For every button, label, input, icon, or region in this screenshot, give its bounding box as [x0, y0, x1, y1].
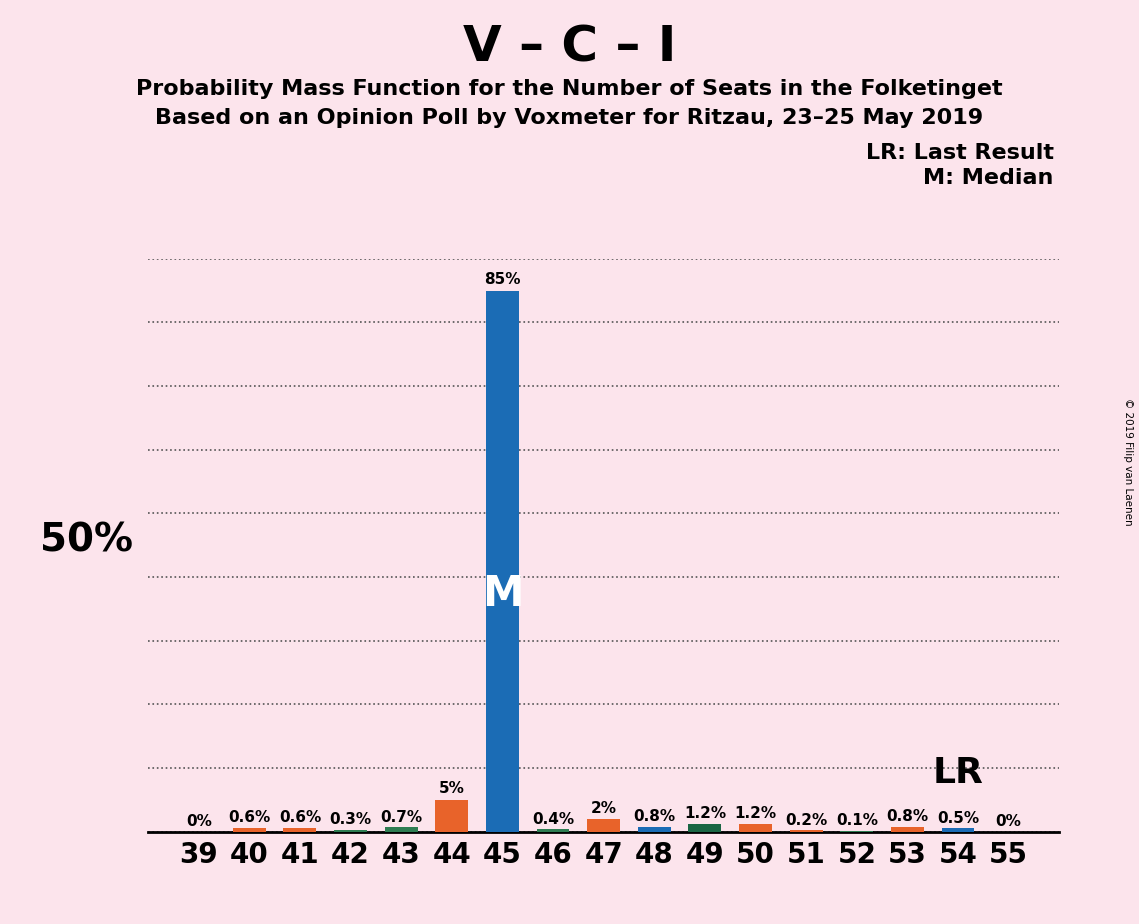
Text: 0.6%: 0.6% — [228, 810, 270, 825]
Text: 0.8%: 0.8% — [886, 808, 928, 824]
Text: LR: Last Result: LR: Last Result — [866, 143, 1054, 164]
Bar — [789, 831, 822, 832]
Text: 50%: 50% — [40, 521, 133, 560]
Text: Probability Mass Function for the Number of Seats in the Folketinget: Probability Mass Function for the Number… — [137, 79, 1002, 99]
Bar — [688, 824, 721, 832]
Text: Based on an Opinion Poll by Voxmeter for Ritzau, 23–25 May 2019: Based on an Opinion Poll by Voxmeter for… — [155, 108, 984, 128]
Text: 0%: 0% — [995, 814, 1022, 829]
Bar — [891, 826, 924, 832]
Bar — [588, 819, 620, 832]
Text: LR: LR — [933, 756, 983, 790]
Text: 0.4%: 0.4% — [532, 811, 574, 826]
Text: 0.3%: 0.3% — [329, 812, 371, 827]
Text: V – C – I: V – C – I — [462, 23, 677, 71]
Bar — [232, 828, 265, 832]
Text: 0.2%: 0.2% — [785, 813, 827, 828]
Text: © 2019 Filip van Laenen: © 2019 Filip van Laenen — [1123, 398, 1133, 526]
Text: 1.2%: 1.2% — [683, 807, 726, 821]
Text: M: M — [482, 573, 523, 614]
Text: 1.2%: 1.2% — [735, 807, 777, 821]
Text: 0.6%: 0.6% — [279, 810, 321, 825]
Text: 0%: 0% — [186, 814, 212, 829]
Bar — [739, 824, 772, 832]
Text: 2%: 2% — [591, 801, 616, 816]
Bar — [536, 829, 570, 832]
Text: 0.7%: 0.7% — [380, 809, 423, 824]
Text: 0.5%: 0.5% — [937, 811, 980, 826]
Bar — [284, 828, 317, 832]
Text: 85%: 85% — [484, 272, 521, 286]
Bar — [638, 826, 671, 832]
Text: 0.1%: 0.1% — [836, 813, 878, 829]
Bar — [942, 829, 975, 832]
Text: 5%: 5% — [439, 781, 465, 796]
Text: 0.8%: 0.8% — [633, 808, 675, 824]
Bar — [486, 290, 519, 832]
Bar — [435, 800, 468, 832]
Text: M: Median: M: Median — [924, 168, 1054, 188]
Bar — [385, 827, 418, 832]
Bar — [334, 830, 367, 832]
